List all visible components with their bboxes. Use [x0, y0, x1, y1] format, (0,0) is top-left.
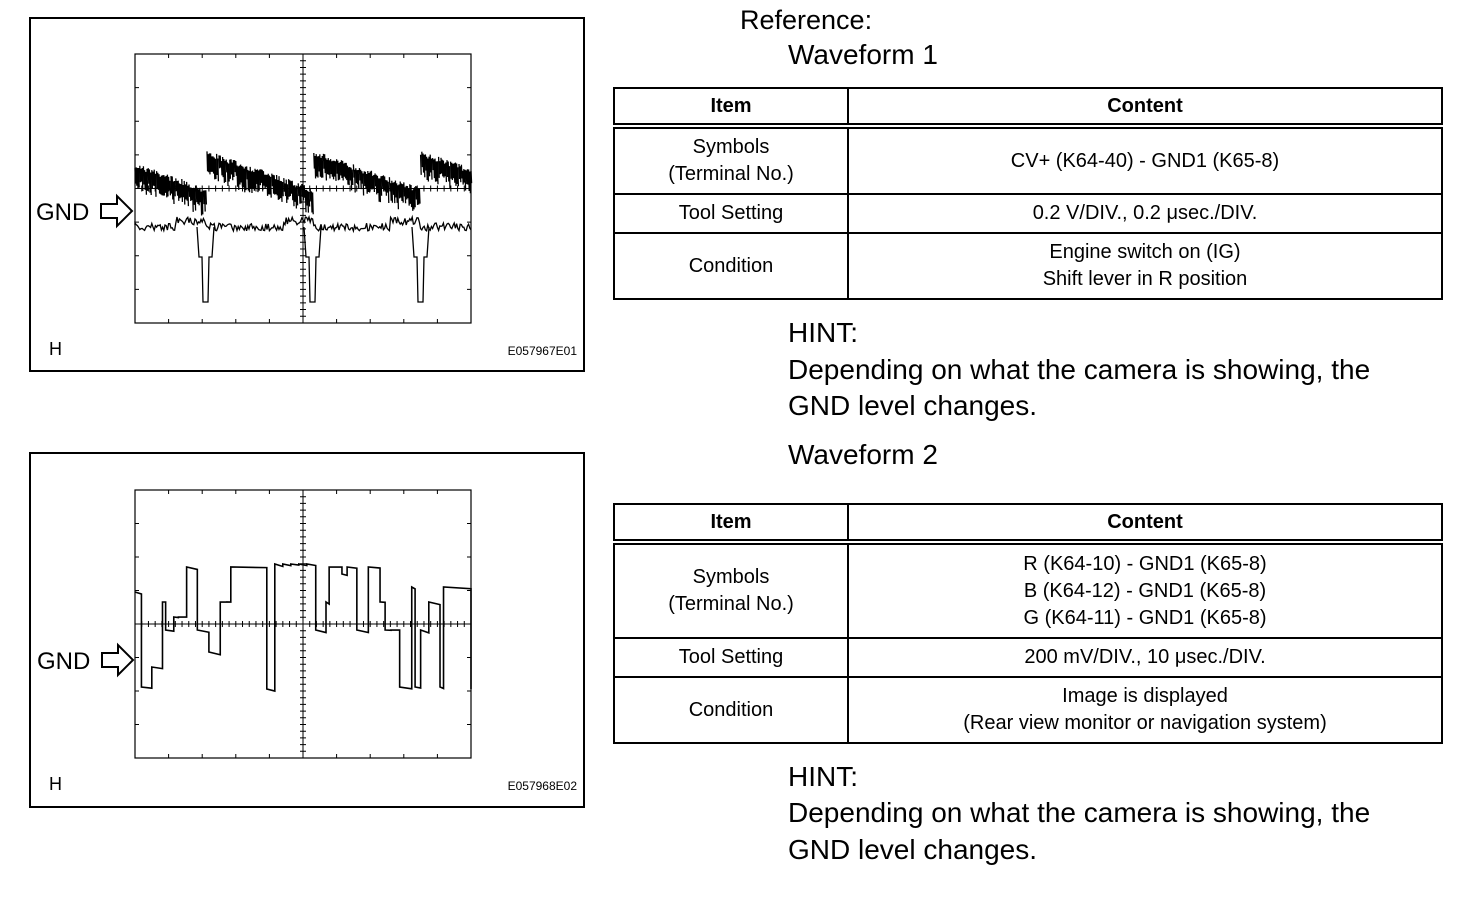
cell-line: Symbols: [692, 566, 770, 588]
header-row: Item Content: [613, 503, 1443, 545]
cell-line: Image is displayed: [1062, 685, 1228, 707]
table-row: Symbols (Terminal No.) R (K64-10) - GND1 (…: [613, 541, 1443, 639]
cell-line: Shift lever in R position: [1042, 268, 1248, 290]
cell-line: (Terminal No.): [668, 163, 794, 185]
cell-line: Condition: [688, 254, 774, 277]
figure-code: E057967E01: [508, 344, 578, 358]
waveform-figure: GND H E057967E01: [29, 17, 585, 372]
cell-line: 200 mV/DIV., 10 μsec./DIV.: [1024, 646, 1266, 668]
trace: [134, 562, 472, 693]
gnd-arrow: [100, 193, 134, 229]
hint-label: HINT:: [788, 761, 858, 792]
cell-line: B (K64-12) - GND1 (K65-8): [1023, 579, 1267, 602]
cell-line: Engine switch on (IG): [1049, 241, 1241, 263]
trace: [134, 151, 473, 303]
gnd-label: GND: [36, 199, 89, 226]
spec-table: Item Content Symbols (Terminal No.) R (K64-1…: [613, 503, 1443, 744]
cell-line: (Rear view monitor or navigation system): [963, 712, 1327, 734]
table-cell: CV+ (K64-40) - GND1 (K65-8): [847, 125, 1443, 195]
table-row: Condition Engine switch on (IG) Shift leve…: [613, 232, 1443, 300]
table-cell: Tool Setting: [613, 637, 849, 678]
hint-text: Depending on what the camera is showing,…: [788, 354, 1371, 385]
table-cell: Symbols (Terminal No.): [613, 125, 849, 195]
corner-label: H: [49, 339, 62, 359]
header-cell: Content: [847, 503, 1443, 545]
cell-line: Symbols: [692, 136, 770, 158]
spec-table: Item Content Symbols (Terminal No.) CV+ (K64…: [613, 87, 1443, 300]
figure-frame: [29, 452, 585, 808]
header-cell: Item: [613, 503, 849, 545]
gnd-label: GND: [37, 648, 90, 675]
cell-line: G (K64-11) - GND1 (K65-8): [1023, 606, 1267, 629]
hint-text: GND level changes.: [788, 390, 1038, 421]
hint-text: GND level changes.: [788, 834, 1038, 865]
header-row: Item Content: [613, 87, 1443, 129]
header-cell: Content: [847, 87, 1443, 129]
cell-line: Tool Setting: [678, 646, 784, 668]
table-cell: 0.2 V/DIV., 0.2 μsec./DIV.: [847, 193, 1443, 234]
cell-line: 0.2 V/DIV., 0.2 μsec./DIV.: [1032, 202, 1258, 224]
figure-code: E057968E02: [508, 779, 578, 793]
waveform-title: Waveform 2: [788, 439, 938, 470]
figure-frame: [29, 17, 585, 372]
table-cell: R (K64-10) - GND1 (K65-8) B (K64-12) - GN…: [847, 541, 1443, 639]
header-cell: Item: [613, 87, 849, 129]
table-row: Symbols (Terminal No.) CV+ (K64-40) - GND1…: [613, 125, 1443, 195]
hint-text: Depending on what the camera is showing,…: [788, 797, 1371, 828]
table-cell: 200 mV/DIV., 10 μsec./DIV.: [847, 637, 1443, 678]
waveform-title: Waveform 1: [788, 39, 938, 70]
table-cell: Engine switch on (IG) Shift lever in R po…: [847, 232, 1443, 300]
cell-line: Tool Setting: [678, 202, 784, 224]
table-cell: Symbols (Terminal No.): [613, 541, 849, 639]
table-cell: Condition: [613, 232, 849, 300]
table-cell: Condition: [613, 676, 849, 744]
cell-line: CV+ (K64-40) - GND1 (K65-8): [1010, 149, 1280, 172]
corner-label: H: [49, 774, 62, 794]
table-row: Tool Setting 200 mV/DIV., 10 μsec./DIV.: [613, 637, 1443, 678]
gnd-arrow: [101, 642, 135, 678]
table-row: Condition Image is displayed (Rear view mo…: [613, 676, 1443, 744]
cell-line: R (K64-10) - GND1 (K65-8): [1023, 552, 1267, 575]
table-cell: Image is displayed (Rear view monitor or …: [847, 676, 1443, 744]
table-cell: Tool Setting: [613, 193, 849, 234]
cell-line: Condition: [688, 698, 774, 721]
table-row: Tool Setting 0.2 V/DIV., 0.2 μsec./DIV.: [613, 193, 1443, 234]
reference-label: Reference:: [740, 5, 873, 35]
cell-line: (Terminal No.): [668, 593, 794, 615]
hint-label: HINT:: [788, 317, 858, 348]
waveform-figure: GND H E057968E02: [29, 452, 585, 808]
